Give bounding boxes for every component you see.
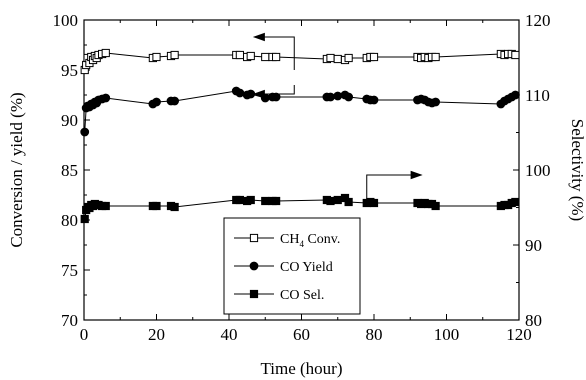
y-tick-label: 75 — [61, 261, 78, 280]
x-tick-label: 60 — [293, 325, 310, 344]
data-point — [511, 197, 520, 207]
data-point — [261, 52, 270, 62]
x-tick-label: 0 — [80, 325, 89, 344]
y2-tick-label: 100 — [525, 161, 551, 180]
annotation-layer — [252, 32, 423, 204]
y2-tick-label: 120 — [525, 11, 551, 30]
data-point — [326, 92, 335, 102]
data-point — [246, 195, 255, 205]
data-point — [101, 201, 110, 211]
x-tick-label: 20 — [148, 325, 165, 344]
arrow-line — [254, 85, 295, 95]
y-tick-label: 80 — [61, 211, 78, 230]
annotation-arrow-3 — [366, 170, 423, 204]
legend-label: CO Sel. — [280, 288, 324, 303]
series-layer — [80, 48, 520, 224]
data-point — [101, 93, 111, 103]
legend-label-main: CO Yield — [280, 260, 333, 275]
data-point — [344, 53, 353, 63]
data-point — [170, 96, 180, 106]
data-point — [235, 50, 244, 60]
series-line — [84, 90, 516, 133]
arrow-head — [410, 170, 423, 180]
data-point — [170, 50, 179, 60]
annotation-arrow-2 — [252, 85, 295, 99]
data-point — [152, 97, 161, 107]
arrow-line — [254, 36, 295, 70]
data-point — [369, 198, 379, 208]
arrow-head — [252, 32, 265, 42]
data-point — [326, 196, 335, 206]
y-axis-title: Conversion / yield (%) — [7, 92, 26, 247]
data-point — [510, 90, 520, 100]
data-point — [333, 54, 342, 64]
x-tick-label: 120 — [506, 325, 532, 344]
data-point — [271, 92, 281, 102]
axes-layer: 0 20 40 60 80 100 120 70 75 80 85 90 95 100 80 90 100 110… — [53, 11, 551, 344]
x-tick-label: 100 — [434, 325, 460, 344]
arrow-line — [366, 174, 422, 204]
y2-axis-title: Selectivity (%) — [568, 119, 586, 221]
data-point — [272, 52, 281, 62]
legend-label-main: CH — [280, 232, 299, 247]
legend-label-rest: Conv. — [304, 232, 340, 247]
data-point — [246, 51, 255, 61]
data-point — [152, 201, 161, 211]
data-point — [344, 92, 354, 102]
y2-tick-label: 110 — [525, 86, 550, 105]
series-3 — [80, 193, 520, 224]
data-point — [80, 214, 89, 224]
legend-marker — [249, 261, 259, 271]
y2-tick-label: 80 — [525, 311, 542, 330]
x-tick-label: 80 — [366, 325, 383, 344]
legend-label: CO Yield — [280, 260, 333, 275]
legend: CH4 Conv. CO Yield CO Sel. — [223, 217, 361, 315]
data-point — [511, 50, 520, 60]
data-point — [80, 127, 90, 137]
data-point — [333, 195, 342, 205]
data-point — [152, 52, 161, 62]
data-point — [235, 195, 244, 205]
data-point — [235, 88, 245, 98]
data-point — [431, 201, 440, 211]
data-point — [369, 95, 379, 105]
data-point — [272, 196, 281, 206]
data-point — [261, 196, 270, 206]
series-2 — [80, 86, 520, 137]
legend-label-main: CO Sel. — [280, 288, 324, 303]
legend-label-subscript: 4 — [299, 239, 304, 249]
y-tick-label: 70 — [61, 311, 78, 330]
legend-label: CH4 Conv. — [280, 232, 340, 249]
annotation-arrow-1 — [252, 32, 295, 70]
data-point — [431, 97, 441, 107]
data-point — [170, 202, 179, 212]
x-tick-label: 40 — [221, 325, 238, 344]
data-point — [326, 53, 335, 63]
arrow-head — [252, 89, 265, 99]
data-point — [344, 197, 353, 207]
legend-marker — [249, 289, 259, 299]
y-tick-label: 100 — [53, 11, 79, 30]
y-tick-label: 90 — [61, 111, 78, 130]
y2-tick-label: 90 — [525, 236, 542, 255]
y-tick-label: 85 — [61, 161, 78, 180]
x-axis-title: Time (hour) — [260, 359, 342, 378]
data-point — [101, 48, 110, 58]
series-1 — [80, 48, 520, 75]
data-point — [369, 52, 379, 62]
data-point — [333, 91, 343, 101]
y-tick-label: 95 — [61, 61, 78, 80]
data-point — [431, 52, 440, 62]
legend-marker — [249, 233, 259, 243]
